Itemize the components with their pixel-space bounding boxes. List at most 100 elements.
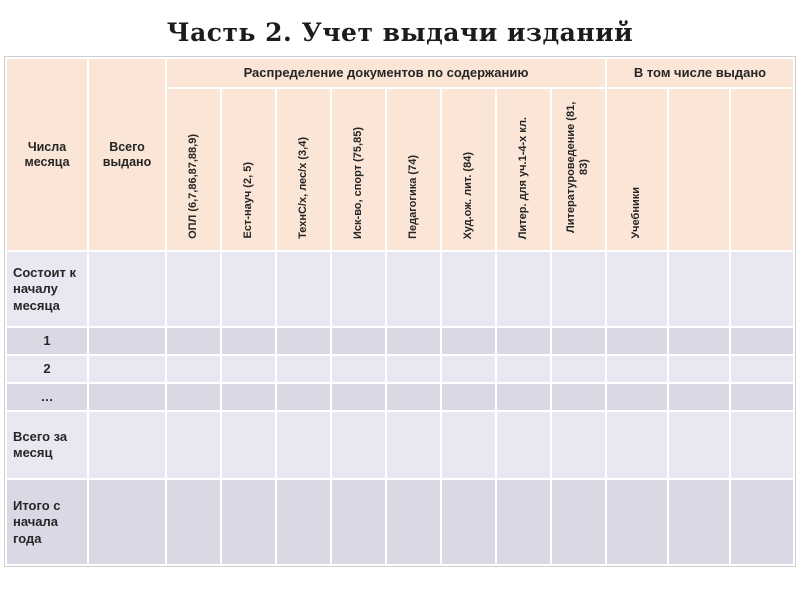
data-cell	[87, 410, 167, 481]
header-group-row: Числа месяца Всего выдано Распределение …	[5, 56, 795, 253]
data-cell	[495, 410, 552, 481]
data-cell	[330, 354, 387, 385]
column-header-literaturovedenie: Литературоведение (81, 83)	[550, 86, 607, 253]
column-header-tehn-selhoz: ТехнС/х, лес/х (3,4)	[275, 86, 332, 253]
table-row: Всего за месяц	[5, 410, 795, 481]
data-cell	[440, 382, 497, 413]
data-cell	[729, 354, 795, 385]
column-header-hud-lit: Худ.ож. лит. (84)	[440, 86, 497, 253]
data-cell	[385, 250, 442, 329]
group-header-distribution: Распределение документов по содержанию	[165, 57, 607, 89]
data-cell	[605, 326, 669, 357]
column-header-liter-1-4-kl: Литер. для уч.1-4-х кл.	[495, 86, 552, 253]
column-header-label: ОПЛ (6,7,86,87,88,9)	[186, 134, 199, 239]
data-cell	[729, 326, 795, 357]
column-header-label: ТехнС/х, лес/х (3,4)	[296, 137, 309, 239]
column-header-label: Литер. для уч.1-4-х кл.	[516, 116, 529, 239]
data-cell	[385, 354, 442, 385]
column-header-label: Литературоведение (81, 83)	[565, 101, 591, 233]
data-cell	[729, 250, 795, 329]
column-header-est-nauch: Ест-науч (2, 5)	[220, 86, 277, 253]
data-cell	[667, 410, 731, 481]
data-cell	[729, 478, 795, 567]
data-cell	[729, 382, 795, 413]
column-header-total: Всего выдано	[87, 56, 167, 253]
data-cell	[275, 478, 332, 567]
data-cell	[330, 478, 387, 567]
data-cell	[330, 326, 387, 357]
data-cell	[495, 478, 552, 567]
table-row: Итого с начала года	[5, 478, 795, 567]
data-cell	[220, 250, 277, 329]
data-cell	[330, 250, 387, 329]
data-cell	[385, 478, 442, 567]
column-header-label: Иск-во, спорт (75,85)	[351, 127, 364, 239]
data-cell	[165, 354, 222, 385]
data-cell	[165, 410, 222, 481]
data-cell	[220, 382, 277, 413]
data-cell	[605, 410, 669, 481]
data-cell	[220, 326, 277, 357]
issuance-table: Числа месяца Всего выдано Распределение …	[4, 55, 796, 568]
row-label: 1	[5, 326, 89, 357]
data-cell	[87, 326, 167, 357]
data-cell	[605, 382, 669, 413]
data-cell	[495, 326, 552, 357]
data-cell	[220, 478, 277, 567]
row-label: Состоит к началу месяца	[5, 250, 89, 329]
row-label: Всего за месяц	[5, 410, 89, 481]
data-cell	[605, 478, 669, 567]
data-cell	[330, 382, 387, 413]
column-header-label: Худ.ож. лит. (84)	[461, 151, 474, 239]
data-cell	[550, 326, 607, 357]
data-cell	[550, 478, 607, 567]
data-cell	[165, 326, 222, 357]
data-cell	[667, 354, 731, 385]
data-cell	[220, 410, 277, 481]
data-cell	[550, 250, 607, 329]
group-header-issued: В том числе выдано	[605, 57, 795, 89]
table-row: …	[5, 382, 795, 413]
data-cell	[550, 410, 607, 481]
data-cell	[440, 354, 497, 385]
data-cell	[495, 354, 552, 385]
data-cell	[495, 382, 552, 413]
column-header-label: Ест-науч (2, 5)	[241, 162, 254, 239]
data-cell	[667, 382, 731, 413]
table-row: 1	[5, 326, 795, 357]
column-header-label: Педагогика (74)	[406, 155, 419, 239]
column-header-opl: ОПЛ (6,7,86,87,88,9)	[165, 86, 222, 253]
column-header-days: Числа месяца	[5, 56, 89, 253]
data-cell	[550, 382, 607, 413]
data-cell	[385, 382, 442, 413]
data-cell	[385, 410, 442, 481]
data-cell	[165, 250, 222, 329]
row-label: …	[5, 382, 89, 413]
row-label: 2	[5, 354, 89, 385]
data-cell	[440, 326, 497, 357]
data-cell	[87, 478, 167, 567]
data-cell	[729, 410, 795, 481]
data-cell	[275, 410, 332, 481]
data-cell	[667, 250, 731, 329]
column-header-empty-2	[729, 86, 795, 253]
data-cell	[440, 250, 497, 329]
header-vertical-row: ОПЛ (6,7,86,87,88,9) Ест-науч (2, 5) Тех…	[6, 86, 795, 253]
column-header-uchebniki: Учебники	[605, 86, 669, 253]
data-cell	[440, 410, 497, 481]
data-cell	[275, 382, 332, 413]
table-row: 2	[5, 354, 795, 385]
table-row: Состоит к началу месяца	[5, 250, 795, 329]
page-title: Часть 2. Учет выдачи изданий	[166, 18, 634, 47]
data-cell	[667, 326, 731, 357]
data-cell	[87, 250, 167, 329]
column-header-label: Учебники	[630, 187, 643, 239]
column-header-pedagogika: Педагогика (74)	[385, 86, 442, 253]
data-cell	[87, 382, 167, 413]
data-cell	[550, 354, 607, 385]
data-cell	[667, 478, 731, 567]
row-label: Итого с начала года	[5, 478, 89, 567]
data-cell	[275, 354, 332, 385]
data-cell	[495, 250, 552, 329]
